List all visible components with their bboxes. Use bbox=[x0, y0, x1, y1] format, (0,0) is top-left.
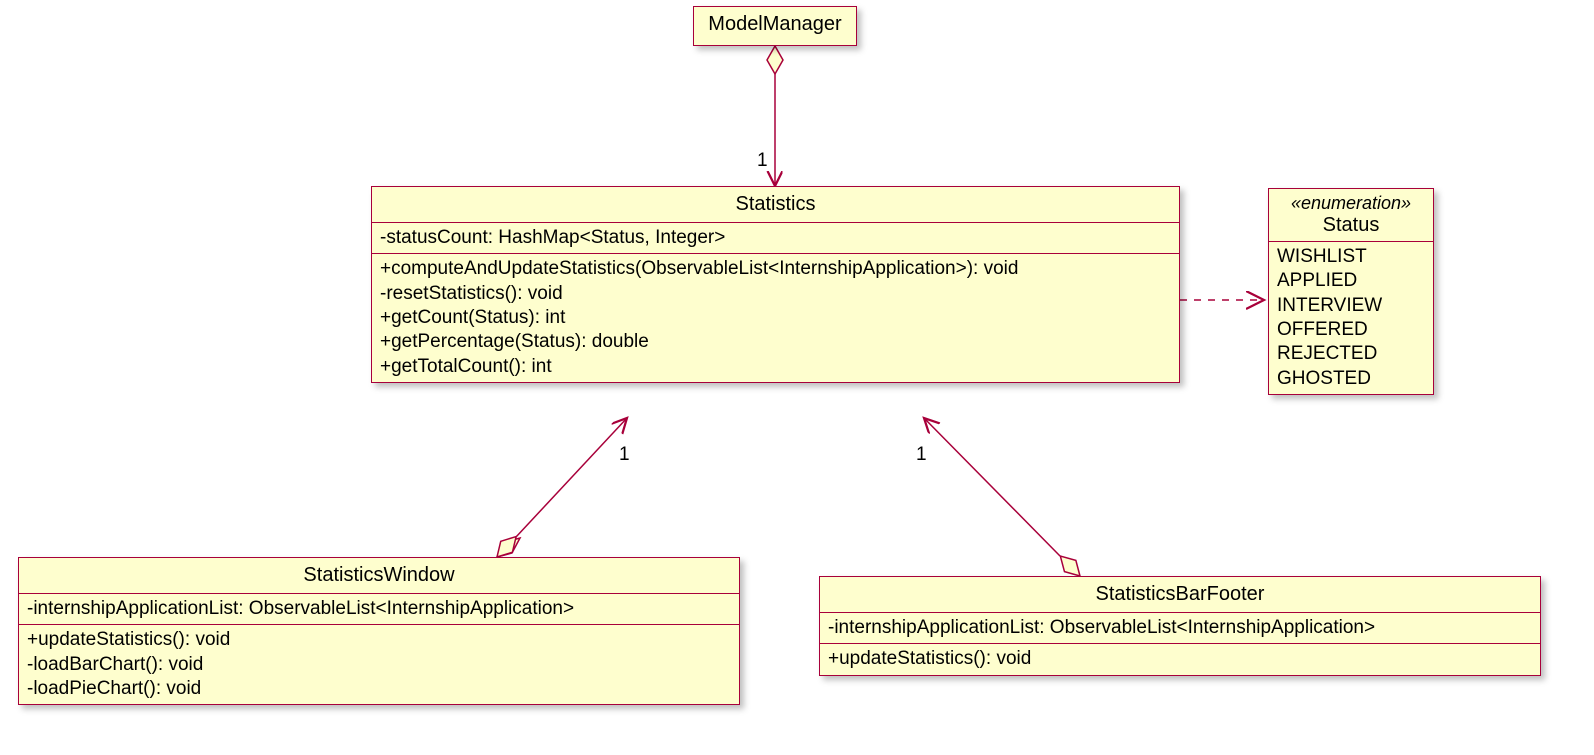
enum-status-values: WISHLIST APPLIED INTERVIEW OFFERED REJEC… bbox=[1269, 241, 1433, 394]
class-statistics-title: Statistics bbox=[372, 187, 1179, 222]
class-statisticswindow-title: StatisticsWindow bbox=[19, 558, 739, 593]
method: +getPercentage(Status): double bbox=[380, 330, 1171, 354]
class-statisticsbarfooter: StatisticsBarFooter -internshipApplicati… bbox=[819, 576, 1541, 676]
class-statisticsbarfooter-methods: +updateStatistics(): void bbox=[820, 643, 1540, 674]
mult-mm-stats: 1 bbox=[757, 150, 768, 172]
method: +getCount(Status): int bbox=[380, 306, 1171, 330]
mult-sbf-stats: 1 bbox=[916, 444, 927, 466]
enum-value: REJECTED bbox=[1277, 342, 1425, 366]
method: -resetStatistics(): void bbox=[380, 282, 1171, 306]
enum-value: APPLIED bbox=[1277, 269, 1425, 293]
enum-value: OFFERED bbox=[1277, 318, 1425, 342]
class-statisticswindow: StatisticsWindow -internshipApplicationL… bbox=[18, 557, 740, 705]
attr: -internshipApplicationList: ObservableLi… bbox=[828, 616, 1532, 640]
class-statistics-attrs: -statusCount: HashMap<Status, Integer> bbox=[372, 222, 1179, 253]
method: +getTotalCount(): int bbox=[380, 355, 1171, 379]
attr: -statusCount: HashMap<Status, Integer> bbox=[380, 226, 1171, 250]
method: +computeAndUpdateStatistics(ObservableLi… bbox=[380, 257, 1171, 281]
attr: -internshipApplicationList: ObservableLi… bbox=[27, 597, 731, 621]
enum-value: INTERVIEW bbox=[1277, 294, 1425, 318]
method: +updateStatistics(): void bbox=[828, 647, 1532, 671]
method: -loadPieChart(): void bbox=[27, 677, 731, 701]
class-statistics-methods: +computeAndUpdateStatistics(ObservableLi… bbox=[372, 253, 1179, 382]
enum-status-name: Status bbox=[1277, 214, 1425, 241]
enum-value: GHOSTED bbox=[1277, 367, 1425, 391]
mult-sw-stats: 1 bbox=[619, 444, 630, 466]
class-statisticswindow-attrs: -internshipApplicationList: ObservableLi… bbox=[19, 593, 739, 624]
enum-status-stereotype: «enumeration» bbox=[1277, 189, 1425, 214]
enum-status: «enumeration» Status WISHLIST APPLIED IN… bbox=[1268, 188, 1434, 395]
class-statisticsbarfooter-title: StatisticsBarFooter bbox=[820, 577, 1540, 612]
uml-canvas: 1 1 1 ModelManager Statistics -statusCou… bbox=[0, 0, 1594, 755]
class-modelmanager-title: ModelManager bbox=[694, 7, 856, 42]
edge-modelmanager-statistics bbox=[767, 46, 783, 186]
class-modelmanager: ModelManager bbox=[693, 6, 857, 46]
class-statisticsbarfooter-attrs: -internshipApplicationList: ObservableLi… bbox=[820, 612, 1540, 643]
edge-sw-stats bbox=[491, 418, 627, 562]
class-statistics: Statistics -statusCount: HashMap<Status,… bbox=[371, 186, 1180, 383]
method: -loadBarChart(): void bbox=[27, 653, 731, 677]
enum-value: WISHLIST bbox=[1277, 245, 1425, 269]
edge-sbf-stats bbox=[924, 418, 1086, 582]
method: +updateStatistics(): void bbox=[27, 628, 731, 652]
class-statisticswindow-methods: +updateStatistics(): void -loadBarChart(… bbox=[19, 624, 739, 704]
